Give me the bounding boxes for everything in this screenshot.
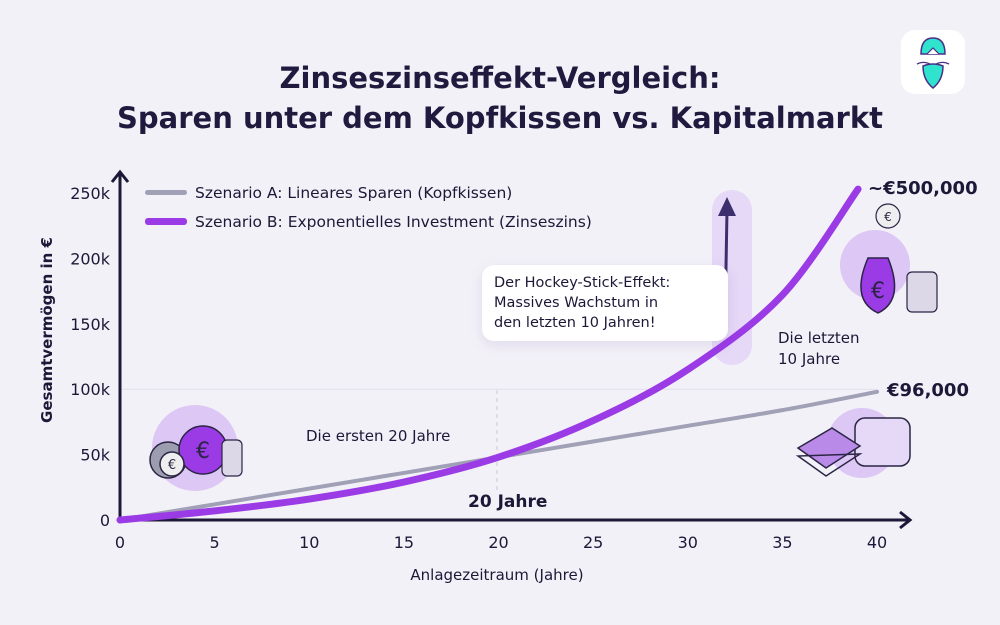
x-tick-label: 40 bbox=[867, 533, 887, 552]
x-axis-label: Anlagezeitraum (Jahre) bbox=[410, 566, 583, 584]
first-20-years-label: Die ersten 20 Jahre bbox=[306, 427, 451, 445]
callout-line-2: Massives Wachstum in bbox=[494, 295, 659, 311]
x-tick-label: 35 bbox=[772, 533, 792, 552]
cash-and-pillow-icon bbox=[795, 408, 911, 478]
year-20-label: 20 Jahre bbox=[468, 492, 548, 512]
hockey-stick-callout: Der Hockey-Stick-Effekt: Massives Wachst… bbox=[482, 265, 728, 341]
logo bbox=[901, 30, 965, 94]
money-plant-icon: € € bbox=[840, 203, 938, 314]
series-b-line bbox=[116, 185, 862, 524]
mascot-logo-icon bbox=[916, 37, 950, 89]
x-tick-label: 15 bbox=[394, 533, 414, 552]
x-tick-label: 30 bbox=[678, 533, 698, 552]
y-tick-label: 200k bbox=[70, 249, 111, 268]
legend: Szenario A: Lineares Sparen (Kopfkissen)… bbox=[145, 178, 592, 236]
svg-text:€: € bbox=[196, 439, 210, 464]
money-bags-icon: € € bbox=[149, 405, 243, 491]
growth-arrow-head bbox=[718, 197, 736, 216]
legend-item-a: Szenario A: Lineares Sparen (Kopfkissen) bbox=[145, 178, 592, 207]
legend-label-b: Szenario B: Exponentielles Investment (Z… bbox=[195, 212, 592, 231]
last-10-years-label: Die letzten 10 Jahre bbox=[778, 328, 859, 370]
y-axis-arrow bbox=[110, 169, 130, 183]
x-tick-label: 0 bbox=[115, 533, 125, 552]
x-tick-label: 25 bbox=[583, 533, 603, 552]
y-tick-label: 0 bbox=[100, 511, 110, 530]
x-axis-arrow bbox=[899, 510, 913, 530]
last-10-line-1: Die letzten bbox=[778, 329, 860, 347]
svg-text:€: € bbox=[871, 279, 885, 304]
title-line-1: Zinseszinseffekt-Vergleich: bbox=[279, 61, 721, 95]
callout-line-1: Der Hockey-Stick-Effekt: bbox=[494, 275, 671, 291]
y-tick-label: 150k bbox=[70, 315, 111, 334]
legend-label-a: Szenario A: Lineares Sparen (Kopfkissen) bbox=[195, 183, 513, 202]
y-tick-label: 50k bbox=[80, 446, 110, 465]
svg-text:€: € bbox=[884, 210, 892, 224]
callout-line-3: den letzten 10 Jahren! bbox=[494, 315, 656, 331]
y-axis-label: Gesamtvermögen in € bbox=[38, 237, 56, 423]
y-tick-label: 250k bbox=[70, 184, 111, 203]
x-tick-label: 20 bbox=[488, 533, 508, 552]
legend-item-b: Szenario B: Exponentielles Investment (Z… bbox=[145, 207, 592, 236]
title-line-2: Sparen unter dem Kopfkissen vs. Kapitalm… bbox=[117, 101, 883, 135]
x-tick-label: 5 bbox=[210, 533, 220, 552]
x-tick-label: 10 bbox=[299, 533, 319, 552]
last-10-line-2: 10 Jahre bbox=[778, 350, 841, 368]
legend-swatch-b bbox=[145, 218, 187, 225]
y-tick-label: 100k bbox=[70, 380, 111, 399]
end-value-a: €96,000 bbox=[887, 380, 969, 401]
end-value-b: ~€500,000 bbox=[868, 178, 978, 199]
page-title: Zinseszinseffekt-Vergleich: Sparen unter… bbox=[0, 58, 1000, 138]
legend-swatch-a bbox=[145, 190, 187, 195]
svg-text:€: € bbox=[168, 458, 176, 473]
